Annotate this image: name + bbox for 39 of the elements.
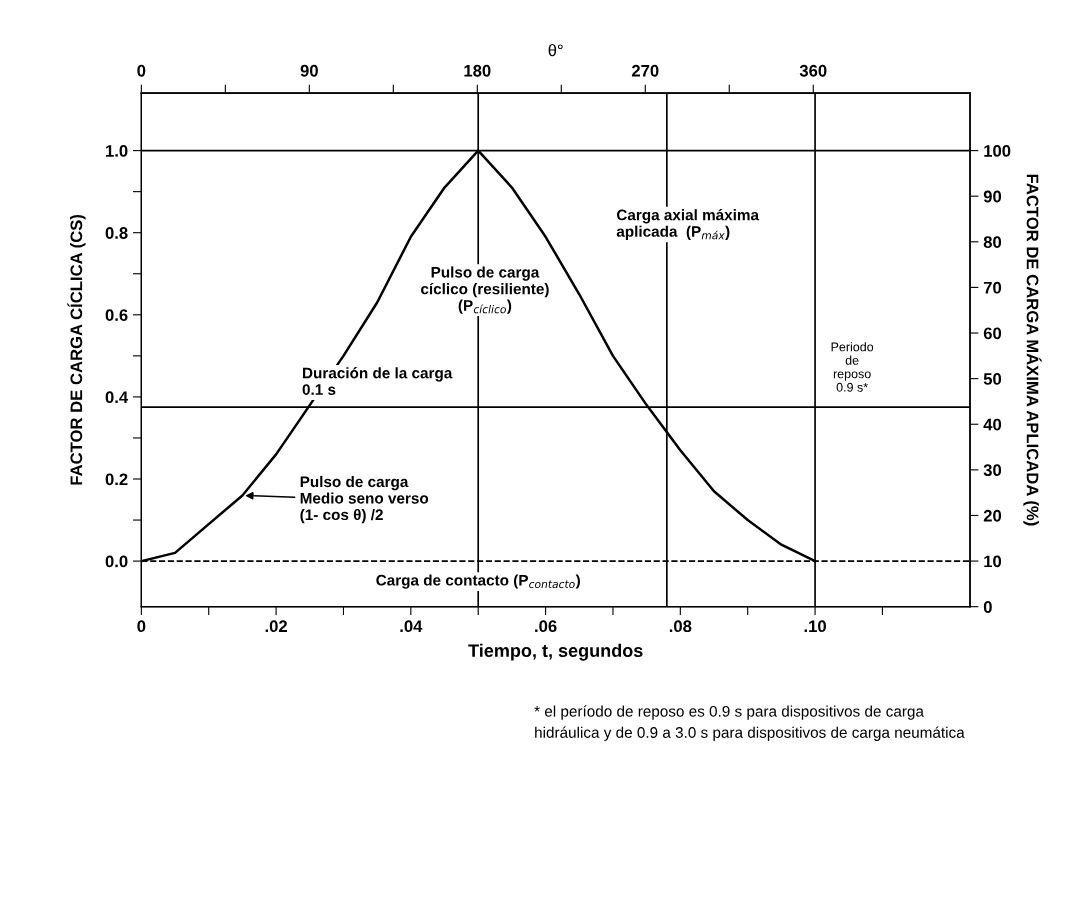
y-tick-label: 0.0 bbox=[105, 555, 128, 568]
y2-tick-label: 80 bbox=[983, 236, 1002, 249]
y-tick-label: 0.6 bbox=[105, 309, 128, 321]
y-tick-label: 0.4 bbox=[105, 391, 129, 404]
x-tick-label: .06 bbox=[535, 620, 557, 633]
annotation: Periodo de reposo 0.9 s* bbox=[831, 342, 874, 392]
x2-tick-label: 0 bbox=[137, 64, 146, 77]
y2-tick-label: 70 bbox=[983, 281, 1002, 294]
x-tick-label: .02 bbox=[265, 620, 288, 633]
x2-tick-label: 90 bbox=[300, 64, 318, 77]
y2-tick-label: 30 bbox=[983, 464, 1002, 477]
text: * el período de reposo es 0.9 s para dispositivos de carga hidráulica y de 0.9 a 3.0 s para dispositivos de carga neumática bbox=[534, 705, 965, 741]
y-tick-label: 0.2 bbox=[105, 473, 128, 486]
y2-tick-label: 0 bbox=[983, 601, 992, 613]
x-axis-title: Tiempo, t, segundos bbox=[468, 643, 643, 661]
x-tick-label: 0 bbox=[137, 620, 146, 633]
y2-tick-label: 90 bbox=[983, 190, 1002, 203]
y-axis-title: FACTOR DE CARGA CÍCLICA (CS) bbox=[67, 214, 86, 485]
y2-tick-label: 20 bbox=[983, 509, 1002, 522]
annotation: Carga de contacto (P$_{contacto}$) bbox=[376, 574, 580, 589]
annotation: Pulso de carga cíclico (resiliente) (P$_{cíclico}$) bbox=[421, 266, 549, 314]
annotation: Carga axial máxima aplicada (P$_{máx}$) bbox=[616, 208, 760, 240]
x-tick-label: .04 bbox=[400, 620, 423, 633]
y2-tick-label: 10 bbox=[984, 555, 1002, 568]
y2-tick-label: 60 bbox=[983, 327, 1002, 340]
y-tick-label: 1.0 bbox=[106, 145, 128, 157]
y-tick-label: 0.8 bbox=[105, 227, 128, 239]
y2-axis-title: FACTOR DE CARGA MÁXIMA APLICADA (%) bbox=[1023, 174, 1042, 526]
x-tick-label: .10 bbox=[804, 620, 826, 633]
x2-tick-label: 270 bbox=[631, 64, 659, 77]
x-tick-label: .08 bbox=[669, 620, 692, 633]
y2-tick-label: 50 bbox=[983, 373, 1002, 385]
x2-tick-label: 360 bbox=[799, 64, 827, 77]
x2-axis-title: θ° bbox=[548, 43, 563, 57]
annotation: Pulso de carga Medio seno verso (1- cos θ) /2 bbox=[300, 475, 429, 524]
x2-tick-label: 180 bbox=[464, 64, 491, 77]
y2-tick-label: 40 bbox=[983, 418, 1002, 431]
annotation: Duración de la carga 0.1 s bbox=[302, 367, 453, 395]
y2-tick-label: 100 bbox=[984, 144, 1011, 157]
